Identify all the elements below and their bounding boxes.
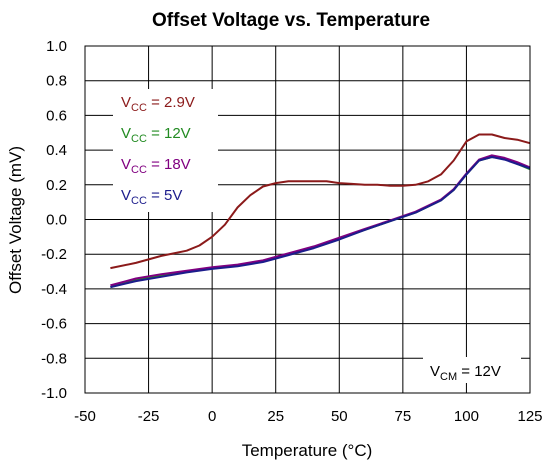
y-tick-label: -0.8 — [41, 350, 67, 367]
legend: VCC = 2.9V VCC = 12V VCC = 18V VCC = 5V — [113, 89, 218, 212]
grid-layer — [84, 45, 531, 394]
annotation: VCM = 12V — [423, 357, 521, 383]
legend-entry: VCC = 5V — [121, 187, 182, 207]
x-tick-label: 0 — [208, 408, 216, 425]
y-tick-label: 0.4 — [46, 142, 67, 159]
legend-entry: VCC = 12V — [121, 125, 191, 145]
x-tick-label: 75 — [395, 408, 412, 425]
y-tick-label: 0.8 — [46, 73, 67, 90]
legend-entry: VCC = 2.9V — [121, 94, 195, 114]
series-layer — [110, 133, 531, 289]
legend-entry: VCC = 18V — [121, 156, 191, 176]
x-tick-label: 100 — [454, 408, 479, 425]
x-tick-label: -25 — [138, 408, 160, 425]
y-tick-label: -0.2 — [41, 246, 67, 263]
annotation-text: VCM = 12V — [430, 363, 501, 383]
y-tick-label: -0.4 — [41, 281, 67, 298]
tick-layer: -50 -25 0 25 50 75 100 125 -1.0 -0.8 -0.6 -0.4 -0.2 0… — [41, 38, 542, 425]
x-axis-title: Temperature (°C) — [242, 441, 373, 460]
chart-title: Offset Voltage vs. Temperature — [152, 10, 430, 31]
series-line — [110, 156, 531, 289]
y-tick-label: 0.0 — [46, 212, 67, 229]
series-line — [110, 133, 531, 270]
x-tick-label: 25 — [267, 408, 284, 425]
y-tick-label: -1.0 — [41, 385, 67, 402]
y-axis-title: Offset Voltage (mV) — [6, 146, 25, 294]
y-tick-label: -0.6 — [41, 316, 67, 333]
annotation-box — [423, 357, 521, 383]
x-tick-label: 125 — [517, 408, 542, 425]
x-tick-label: -50 — [74, 408, 96, 425]
x-tick-label: 50 — [331, 408, 348, 425]
legend-box — [113, 89, 218, 212]
y-tick-label: 1.0 — [46, 38, 67, 55]
plot-frame — [84, 45, 531, 394]
y-tick-label: 0.2 — [46, 177, 67, 194]
y-tick-label: 0.6 — [46, 107, 67, 124]
